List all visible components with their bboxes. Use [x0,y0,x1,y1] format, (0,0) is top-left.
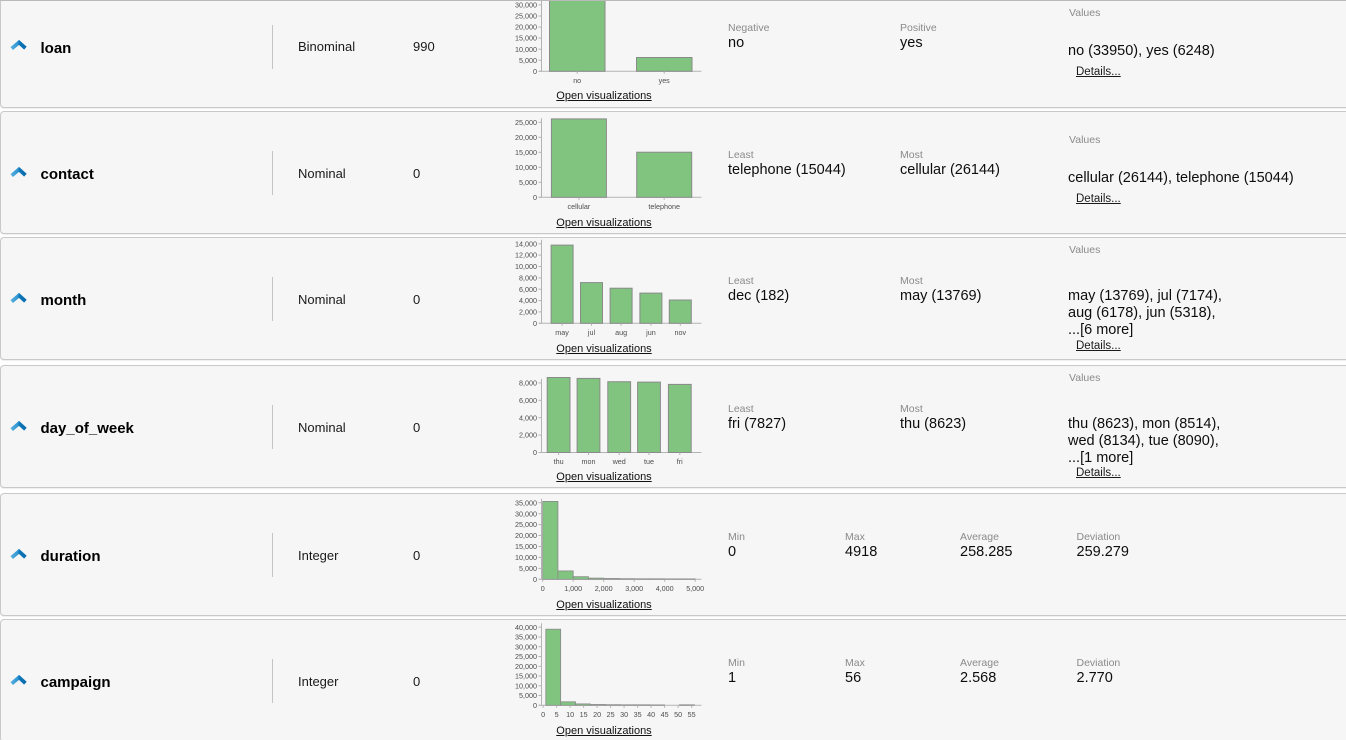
svg-text:2,000: 2,000 [595,584,613,593]
svg-text:30,000: 30,000 [515,0,537,9]
svg-text:jun: jun [645,328,656,337]
svg-text:10,000: 10,000 [515,44,537,53]
svg-text:35,000: 35,000 [515,633,537,642]
svg-text:25,000: 25,000 [515,652,537,661]
svg-text:20,000: 20,000 [515,662,537,671]
svg-text:5,000: 5,000 [519,691,537,700]
svg-text:15,000: 15,000 [515,33,537,42]
svg-text:1,000: 1,000 [564,584,582,593]
svg-text:2,000: 2,000 [519,308,537,317]
svg-text:5,000: 5,000 [519,55,537,64]
svg-text:yes: yes [659,75,671,84]
svg-text:55: 55 [688,710,696,719]
svg-text:35,000: 35,000 [515,498,537,507]
svg-text:25,000: 25,000 [515,520,537,529]
svg-text:20,000: 20,000 [515,22,537,31]
svg-text:15,000: 15,000 [515,672,537,681]
svg-text:0: 0 [541,584,545,593]
svg-text:6,000: 6,000 [519,396,537,405]
svg-text:fri: fri [677,457,683,466]
svg-text:10,000: 10,000 [515,262,537,271]
svg-text:20,000: 20,000 [515,133,537,142]
svg-text:10,000: 10,000 [515,682,537,691]
svg-text:40,000: 40,000 [515,623,537,632]
svg-text:12,000: 12,000 [515,251,537,260]
svg-text:5,000: 5,000 [519,564,537,573]
svg-text:25: 25 [607,710,615,719]
svg-text:8,000: 8,000 [519,274,537,283]
svg-text:tue: tue [644,457,654,466]
svg-text:35: 35 [634,710,642,719]
svg-text:jul: jul [587,328,596,337]
svg-text:aug: aug [615,328,627,337]
svg-text:10,000: 10,000 [515,553,537,562]
svg-text:4,000: 4,000 [519,296,537,305]
svg-text:20,000: 20,000 [515,531,537,540]
svg-text:thu: thu [554,457,564,466]
svg-text:may: may [555,328,569,337]
svg-text:14,000: 14,000 [515,240,537,249]
svg-text:30,000: 30,000 [515,643,537,652]
svg-text:30: 30 [620,710,628,719]
svg-text:no: no [573,75,581,84]
svg-text:0: 0 [533,701,537,710]
svg-text:0: 0 [533,66,537,75]
svg-text:0: 0 [541,710,545,719]
svg-text:nov: nov [675,328,687,337]
svg-text:10: 10 [566,710,574,719]
svg-text:30,000: 30,000 [515,509,537,518]
svg-text:0: 0 [533,448,537,457]
svg-text:8,000: 8,000 [519,379,537,388]
svg-text:mon: mon [582,457,596,466]
svg-text:telephone: telephone [648,202,680,211]
svg-text:40: 40 [647,710,655,719]
svg-text:25,000: 25,000 [515,11,537,20]
svg-text:6,000: 6,000 [519,285,537,294]
svg-text:25,000: 25,000 [515,118,537,127]
svg-text:4,000: 4,000 [519,413,537,422]
svg-text:5: 5 [555,710,559,719]
svg-text:5,000: 5,000 [686,584,704,593]
svg-text:0: 0 [533,193,537,202]
svg-text:15,000: 15,000 [515,542,537,551]
svg-text:15: 15 [580,710,588,719]
svg-text:3,000: 3,000 [625,584,643,593]
svg-text:cellular: cellular [568,202,591,211]
svg-text:45: 45 [661,710,669,719]
svg-text:2,000: 2,000 [519,431,537,440]
svg-text:0: 0 [533,575,537,584]
svg-text:15,000: 15,000 [515,148,537,157]
svg-text:10,000: 10,000 [515,163,537,172]
svg-text:20: 20 [593,710,601,719]
svg-text:wed: wed [612,457,626,466]
svg-text:0: 0 [533,319,537,328]
svg-text:4,000: 4,000 [656,584,674,593]
svg-text:50: 50 [674,710,682,719]
svg-text:5,000: 5,000 [519,178,537,187]
